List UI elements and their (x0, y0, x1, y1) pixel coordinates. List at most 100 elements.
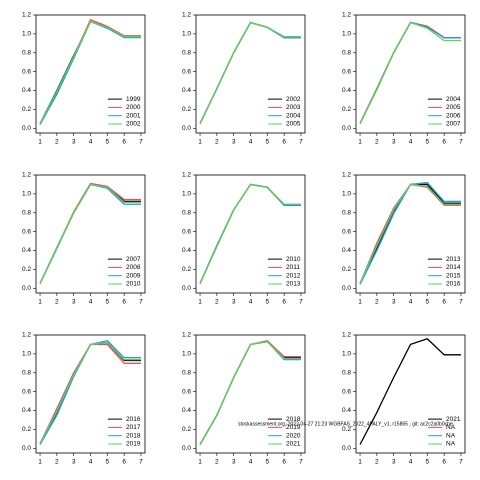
y-tick-label: 0.4 (342, 407, 351, 414)
legend-label: 2019 (126, 441, 141, 448)
y-tick-label: 0.0 (182, 445, 191, 452)
y-tick-label: 0.0 (22, 125, 31, 132)
y-tick-label: 0.2 (22, 426, 31, 433)
y-tick-label: 1.0 (22, 191, 31, 198)
x-tick-label: 5 (266, 299, 270, 306)
y-tick-label: 0.2 (342, 106, 351, 113)
y-tick-label: 0.8 (182, 209, 191, 216)
x-tick-label: 1 (358, 459, 362, 466)
y-tick-label: 0.6 (342, 228, 351, 235)
x-tick-label: 3 (72, 139, 76, 146)
legend-label: 2005 (446, 104, 461, 111)
x-tick-label: 2 (55, 299, 59, 306)
series-line (39, 183, 141, 284)
y-tick-label: 0.6 (342, 388, 351, 395)
y-tick-label: 0.8 (342, 209, 351, 216)
x-tick-label: 5 (426, 139, 430, 146)
x-tick-label: 7 (459, 139, 463, 146)
y-tick-label: 1.2 (342, 12, 351, 19)
legend-label: 2011 (286, 264, 300, 271)
y-tick-label: 0.0 (342, 125, 351, 132)
x-tick-label: 6 (122, 139, 126, 146)
y-tick-label: 1.0 (22, 31, 31, 38)
y-tick-label: 0.6 (182, 68, 191, 75)
x-tick-label: 4 (249, 299, 253, 306)
y-tick-label: 0.8 (182, 369, 191, 376)
y-tick-label: 1.0 (342, 31, 351, 38)
y-tick-label: 0.4 (182, 247, 191, 254)
y-tick-label: 0.8 (22, 369, 31, 376)
x-tick-label: 1 (38, 459, 42, 466)
legend-label: 2021 (446, 416, 461, 423)
x-tick-label: 1 (38, 299, 42, 306)
x-tick-label: 4 (249, 459, 253, 466)
y-tick-label: 0.2 (182, 106, 191, 113)
legend-label: 2010 (126, 281, 141, 288)
x-tick-label: 7 (459, 299, 463, 306)
y-tick-label: 0.2 (182, 266, 191, 273)
x-tick-label: 2 (55, 459, 59, 466)
y-tick-label: 1.2 (22, 332, 31, 339)
y-tick-label: 0.8 (182, 49, 191, 56)
series-line (199, 340, 301, 445)
y-tick-label: 1.0 (182, 31, 191, 38)
x-tick-label: 2 (375, 139, 379, 146)
y-tick-label: 0.4 (22, 407, 31, 414)
x-tick-label: 6 (442, 299, 446, 306)
legend-label: 2007 (446, 121, 461, 128)
y-tick-label: 0.8 (342, 49, 351, 56)
x-tick-label: 1 (38, 139, 42, 146)
x-tick-label: 3 (392, 299, 396, 306)
x-tick-label: 4 (89, 139, 93, 146)
legend-label: 2002 (286, 96, 301, 103)
y-tick-label: 1.2 (342, 172, 351, 179)
panel: 0.0 0.2 0.4 0.6 0.8 1.0 1.2 1 2 3 4 5 6 7 201820192020… (182, 332, 453, 466)
annotation: stockassessment.org, 2022-04-27 21:23 WG… (238, 421, 453, 427)
x-tick-label: 7 (139, 459, 143, 466)
y-tick-label: 0.2 (22, 106, 31, 113)
y-tick-label: 1.0 (342, 351, 351, 358)
x-tick-label: 6 (282, 299, 286, 306)
legend-label: 2003 (286, 104, 301, 111)
x-tick-label: 4 (89, 459, 93, 466)
legend-label: NA (446, 424, 456, 431)
x-tick-label: 3 (72, 299, 76, 306)
legend-label: 2007 (126, 256, 141, 263)
x-tick-label: 3 (232, 459, 236, 466)
x-tick-label: 2 (215, 459, 219, 466)
x-tick-label: 7 (139, 299, 143, 306)
x-tick-label: 2 (215, 139, 219, 146)
x-tick-label: 6 (282, 459, 286, 466)
panel: 0.0 0.2 0.4 0.6 0.8 1.0 1.2 1 2 3 4 5 6 7 200220032004… (182, 12, 306, 146)
y-tick-label: 0.2 (342, 266, 351, 273)
x-tick-label: 7 (299, 299, 303, 306)
x-tick-label: 3 (392, 459, 396, 466)
legend-label: 2006 (446, 112, 461, 119)
legend-label: 2013 (286, 281, 301, 288)
y-tick-label: 0.0 (342, 285, 351, 292)
y-tick-label: 0.0 (182, 285, 191, 292)
legend-label: 1999 (126, 96, 141, 103)
series-line (359, 338, 461, 445)
legend-label: 2012 (286, 272, 301, 279)
series-line (199, 21, 301, 124)
y-tick-label: 0.6 (22, 68, 31, 75)
x-tick-label: 1 (198, 459, 202, 466)
y-tick-label: 0.4 (22, 247, 31, 254)
legend-label: 2004 (446, 96, 461, 103)
y-tick-label: 0.2 (342, 426, 351, 433)
legend-label: 2018 (286, 416, 301, 423)
y-tick-label: 1.0 (182, 191, 191, 198)
x-tick-label: 5 (266, 139, 270, 146)
x-tick-label: 1 (358, 139, 362, 146)
legend-label: 2000 (126, 104, 141, 111)
legend-label: 2017 (126, 424, 141, 431)
y-tick-label: 0.6 (342, 68, 351, 75)
x-tick-label: 4 (89, 299, 93, 306)
legend-label: 2005 (286, 121, 301, 128)
x-tick-label: 2 (55, 139, 59, 146)
x-tick-label: 5 (266, 459, 270, 466)
legend-label: 2021 (286, 441, 301, 448)
y-tick-label: 0.4 (182, 87, 191, 94)
